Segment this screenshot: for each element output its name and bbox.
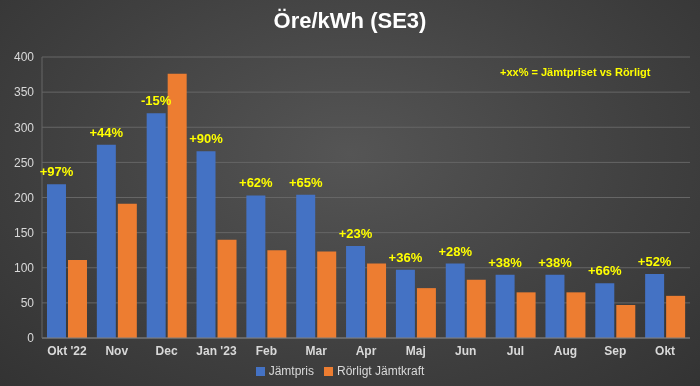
svg-text:Nov: Nov xyxy=(105,344,128,358)
svg-text:+52%: +52% xyxy=(638,254,672,269)
svg-text:+23%: +23% xyxy=(339,226,373,241)
svg-text:100: 100 xyxy=(14,261,34,275)
svg-text:Jan '23: Jan '23 xyxy=(196,344,237,358)
svg-text:Okt: Okt xyxy=(655,344,675,358)
svg-text:Maj: Maj xyxy=(406,344,426,358)
svg-text:400: 400 xyxy=(14,50,34,64)
svg-text:Sep: Sep xyxy=(604,344,626,358)
svg-text:Aug: Aug xyxy=(554,344,577,358)
svg-text:200: 200 xyxy=(14,191,34,205)
svg-text:+97%: +97% xyxy=(40,164,74,179)
svg-text:Mar: Mar xyxy=(305,344,327,358)
svg-text:Dec: Dec xyxy=(156,344,178,358)
html-text:Rörligt Jämtkraft: Rörligt Jämtkraft xyxy=(337,364,425,378)
svg-text:+36%: +36% xyxy=(389,250,423,265)
svg-text:Okt '22: Okt '22 xyxy=(47,344,87,358)
svg-text:+66%: +66% xyxy=(588,263,622,278)
svg-text:+38%: +38% xyxy=(538,255,572,270)
svg-text:Jun: Jun xyxy=(455,344,476,358)
svg-text:Jul: Jul xyxy=(507,344,524,358)
svg-text:150: 150 xyxy=(14,226,34,240)
svg-text:50: 50 xyxy=(21,296,35,310)
svg-text:+28%: +28% xyxy=(438,244,472,259)
svg-text:0: 0 xyxy=(27,331,34,345)
svg-text:300: 300 xyxy=(14,121,34,135)
svg-text:Feb: Feb xyxy=(256,344,277,358)
svg-text:+90%: +90% xyxy=(189,131,223,146)
svg-text:Apr: Apr xyxy=(356,344,377,358)
svg-text:+38%: +38% xyxy=(488,255,522,270)
svg-text:+65%: +65% xyxy=(289,175,323,190)
html-text:Jämtpris: Jämtpris xyxy=(268,364,314,378)
html-text:+xx% = Jämtpriset vs Rörligt: +xx% = Jämtpriset vs Rörligt xyxy=(500,66,651,78)
svg-text:+44%: +44% xyxy=(90,125,124,140)
svg-text:250: 250 xyxy=(14,156,34,170)
svg-text:350: 350 xyxy=(14,85,34,99)
html-text:Öre/kWh (SE3): Öre/kWh (SE3) xyxy=(273,8,427,33)
svg-text:+62%: +62% xyxy=(239,175,273,190)
svg-text:-15%: -15% xyxy=(141,93,172,108)
